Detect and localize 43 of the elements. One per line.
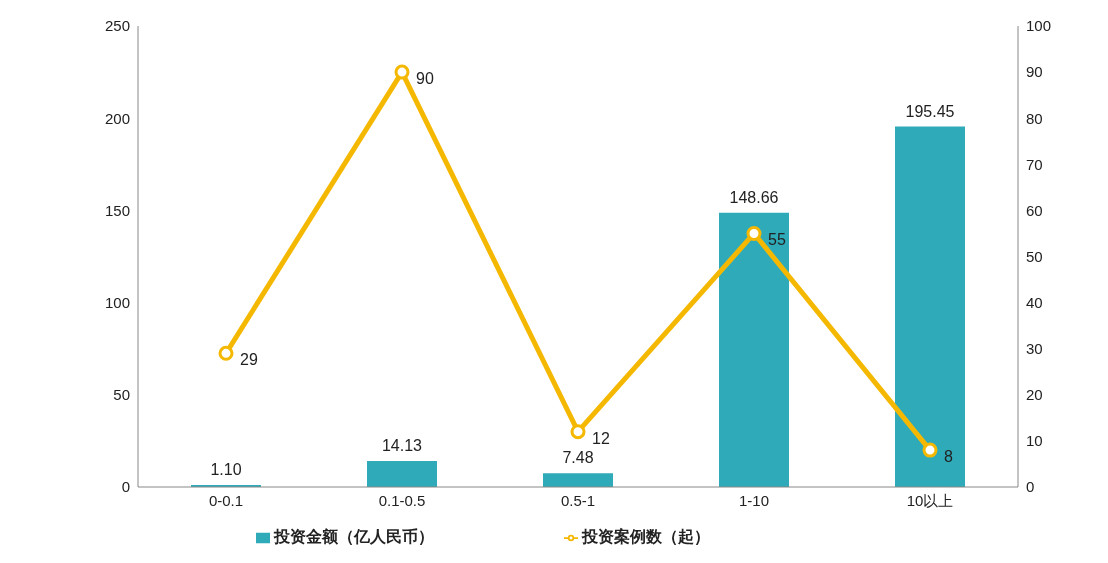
y2-tick-label: 70 (1026, 155, 1043, 173)
y-tick-label: 250 (104, 17, 130, 35)
y-tick-label: 0 (121, 478, 130, 496)
y-tick-label: 100 (104, 293, 130, 311)
point (922, 442, 938, 458)
data-label: 12 (592, 429, 610, 447)
bar (367, 460, 437, 487)
y2-tick-label: 40 (1026, 293, 1043, 311)
y2-tick-label: 0 (1026, 478, 1035, 496)
point (218, 345, 234, 361)
y-tick-label: 150 (104, 201, 130, 219)
legend-label: 投资金额（亿人民币） (274, 528, 434, 545)
point (746, 225, 762, 241)
x-tick-label: 0.5-1 (560, 491, 596, 509)
y2-tick-label: 20 (1026, 386, 1043, 404)
y-tick-label: 50 (113, 386, 130, 404)
data-label: 55 (768, 231, 786, 249)
data-label: 1.10 (210, 460, 242, 478)
data-label: 148.66 (729, 188, 779, 206)
y2-tick-label: 10 (1026, 432, 1043, 450)
data-label: 8 (944, 448, 953, 466)
data-label: 90 (416, 70, 434, 88)
x-tick-label: 0.1-0.5 (378, 491, 426, 509)
y2-tick-label: 50 (1026, 247, 1043, 265)
y2-tick-label: 90 (1026, 63, 1043, 81)
data-label: 7.48 (562, 449, 594, 467)
bar (719, 212, 789, 487)
y2-tick-label: 100 (1026, 17, 1052, 35)
bar (543, 473, 613, 487)
data-label: 29 (240, 351, 258, 369)
data-label: 195.45 (905, 102, 955, 120)
bar (895, 126, 965, 487)
y2-tick-label: 60 (1026, 201, 1043, 219)
y-tick-label: 200 (104, 109, 130, 127)
data-label: 14.13 (381, 436, 423, 454)
x-tick-label: 10以上 (906, 491, 954, 509)
point (570, 424, 586, 440)
y2-tick-label: 80 (1026, 109, 1043, 127)
x-tick-label: 0-0.1 (208, 491, 244, 509)
x-tick-label: 1-10 (738, 491, 770, 509)
y2-tick-label: 30 (1026, 340, 1043, 358)
legend-label: 投资案例数（起） (582, 528, 710, 545)
point (394, 64, 410, 80)
